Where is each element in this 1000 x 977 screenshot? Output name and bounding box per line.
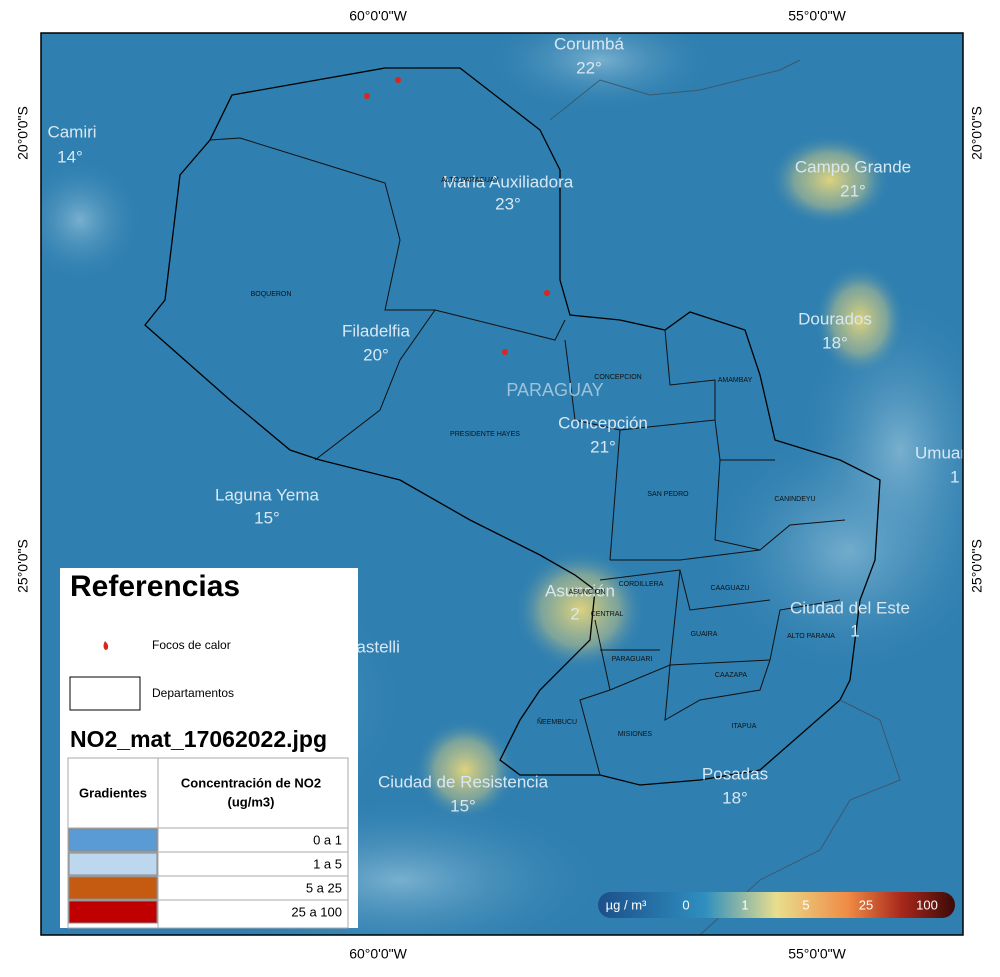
department-label: GUAIRA (691, 631, 718, 638)
image-name: NO2_mat_17062022.jpg (70, 726, 327, 752)
department-label: CENTRAL (591, 611, 624, 618)
department-label: ALTO PARANA (787, 633, 835, 640)
department-label: PRESIDENTE HAYES (450, 431, 520, 438)
city-temp: 21° (590, 437, 616, 456)
department-label: CONCEPCION (594, 374, 641, 381)
city-temp: 18° (822, 333, 848, 352)
city-temp: 1 (950, 467, 959, 486)
graticule-label: 60°0'0"W (349, 946, 407, 962)
city-name: Laguna Yema (215, 485, 320, 504)
colorbar-label: 0 (682, 897, 689, 912)
range-label: 1 a 5 (313, 856, 342, 871)
range-label: 25 a 100 (291, 904, 342, 919)
city-name: Dourados (798, 309, 872, 328)
colorbar: µg / m³ 0 1 5 25 100 (598, 892, 955, 918)
gradient-swatch (68, 900, 158, 924)
city-name: Campo Grande (795, 157, 911, 176)
graticule-label: 60°0'0"W (349, 8, 407, 24)
city-temp: 2 (570, 604, 579, 623)
city-name: Filadelfia (342, 321, 411, 340)
table-header: Concentración de NO2 (181, 775, 321, 790)
department-label: PARAGUARI (612, 656, 653, 663)
department-label: AMAMBAY (718, 377, 753, 384)
department-label: CANINDEYU (774, 496, 815, 503)
department-label: ÑEEMBUCU (537, 717, 577, 726)
city-temp: 21° (840, 181, 866, 200)
city-temp: 23° (495, 194, 521, 213)
city-name: Asunción (545, 581, 615, 600)
city-temp: 15° (254, 508, 280, 527)
department-label: SAN PEDRO (647, 491, 689, 498)
gradient-swatch (68, 876, 158, 900)
graticule-label: 55°0'0"W (788, 946, 846, 962)
city-temp: 15° (450, 796, 476, 815)
colorbar-label: 100 (916, 897, 938, 912)
city-temp: 22° (576, 58, 602, 77)
city-temp: 1 (850, 621, 859, 640)
city-name: Maria Auxiliadora (443, 172, 574, 191)
legend-item: Focos de calor (152, 638, 231, 652)
city-name: Umuarama (915, 443, 1000, 462)
city-name: Corumbá (554, 34, 624, 53)
department-label: ASUNCION (569, 589, 606, 596)
city-name: Concepción (558, 413, 648, 432)
department-label: MISIONES (618, 731, 653, 738)
city-name: Camiri (47, 122, 96, 141)
city-name: Castelli (344, 637, 400, 656)
graticule-label: 20°0'0"S (15, 106, 31, 160)
city-temp: 14° (57, 147, 83, 166)
colorbar-unit: µg / m³ (606, 897, 647, 912)
city-temp: 20° (363, 345, 389, 364)
city-temp: 18° (722, 788, 748, 807)
city-name: Ciudad de Resistencia (378, 772, 549, 791)
graticule-label: 20°0'0"S (969, 106, 985, 160)
city-name: Ciudad del Este (790, 598, 910, 617)
graticule-label: 25°0'0"S (969, 539, 985, 593)
colorbar-label: 25 (859, 897, 873, 912)
table-header: (ug/m3) (228, 794, 275, 809)
range-label: 0 a 1 (313, 832, 342, 847)
graticule-labels: 60°0'0"W 55°0'0"W 60°0'0"W 55°0'0"W 20°0… (15, 8, 985, 962)
gradient-swatch (68, 828, 158, 852)
department-label: ALTO PARAGUAY (441, 177, 499, 184)
department-labels: ALTO PARAGUAY BOQUERON PRESIDENTE HAYES … (251, 177, 836, 738)
department-label: ITAPUA (732, 723, 757, 730)
colorbar-label: 1 (741, 897, 748, 912)
colorbar-label: 5 (802, 897, 809, 912)
legend: Referencias Focos de calor Departamentos… (60, 568, 358, 929)
department-label: BOQUERON (251, 291, 292, 298)
gradient-swatch (68, 852, 158, 876)
department-label: CAAGUAZU (711, 585, 750, 592)
legend-item: Departamentos (152, 686, 234, 700)
department-label: CORDILLERA (619, 581, 664, 588)
graticule-label: 25°0'0"S (15, 539, 31, 593)
city-name: Posadas (702, 764, 768, 783)
graticule-label: 55°0'0"W (788, 8, 846, 24)
legend-title: Referencias (70, 570, 240, 603)
country-name: PARAGUAY (506, 380, 603, 400)
range-label: 5 a 25 (306, 880, 342, 895)
department-label: CAAZAPA (715, 672, 747, 679)
table-header: Gradientes (79, 785, 147, 800)
